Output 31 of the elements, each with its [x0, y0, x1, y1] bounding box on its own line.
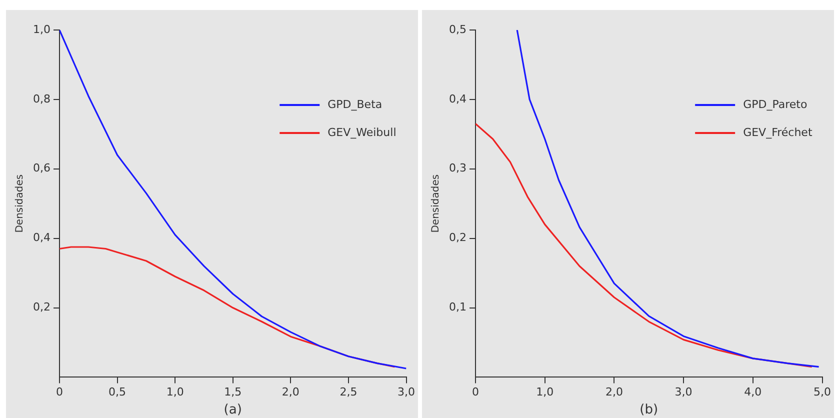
y-tick-label: 0,5	[448, 22, 466, 36]
y-tick-label: 0,2	[448, 231, 466, 244]
x-tick-label: 1,0	[536, 386, 554, 399]
x-tick-label: 1,0	[166, 386, 184, 399]
y-tick-label: 0,1	[448, 300, 466, 314]
y-tick-label: 1,0	[32, 22, 50, 36]
y-tick-label: 0,4	[32, 231, 50, 244]
y-tick-label: 0,3	[448, 162, 466, 175]
x-tick-label: 1,5	[224, 386, 242, 399]
y-tick-label: 0,6	[32, 162, 50, 175]
legend-label: GEV_Fréchet	[743, 126, 813, 139]
x-tick-label: 5,0	[814, 386, 832, 399]
legend-label: GPD_Pareto	[743, 98, 808, 111]
x-tick-label: 4,0	[744, 386, 762, 399]
x-tick-label: 3,0	[398, 386, 416, 399]
x-tick-label: 0,5	[108, 386, 126, 399]
y-tick-label: 0,2	[32, 300, 50, 314]
y-tick-label: 0,4	[448, 92, 466, 106]
x-tick-label: 2,0	[282, 386, 300, 399]
y-tick-label: 0,8	[32, 92, 50, 106]
x-tick-label: 0	[56, 386, 63, 399]
legend-label: GEV_Weibull	[328, 126, 396, 139]
x-axis-title: (a)	[224, 402, 242, 418]
legend-label: GPD_Beta	[328, 98, 382, 111]
x-tick-label: 3,0	[674, 386, 692, 399]
x-tick-label: 0	[472, 386, 479, 399]
x-tick-label: 2,0	[605, 386, 623, 399]
x-axis-title: (b)	[640, 402, 658, 418]
y-axis-title: Densidades	[430, 174, 442, 233]
x-tick-label: 2,5	[340, 386, 358, 399]
y-axis-title: Densidades	[14, 174, 26, 233]
